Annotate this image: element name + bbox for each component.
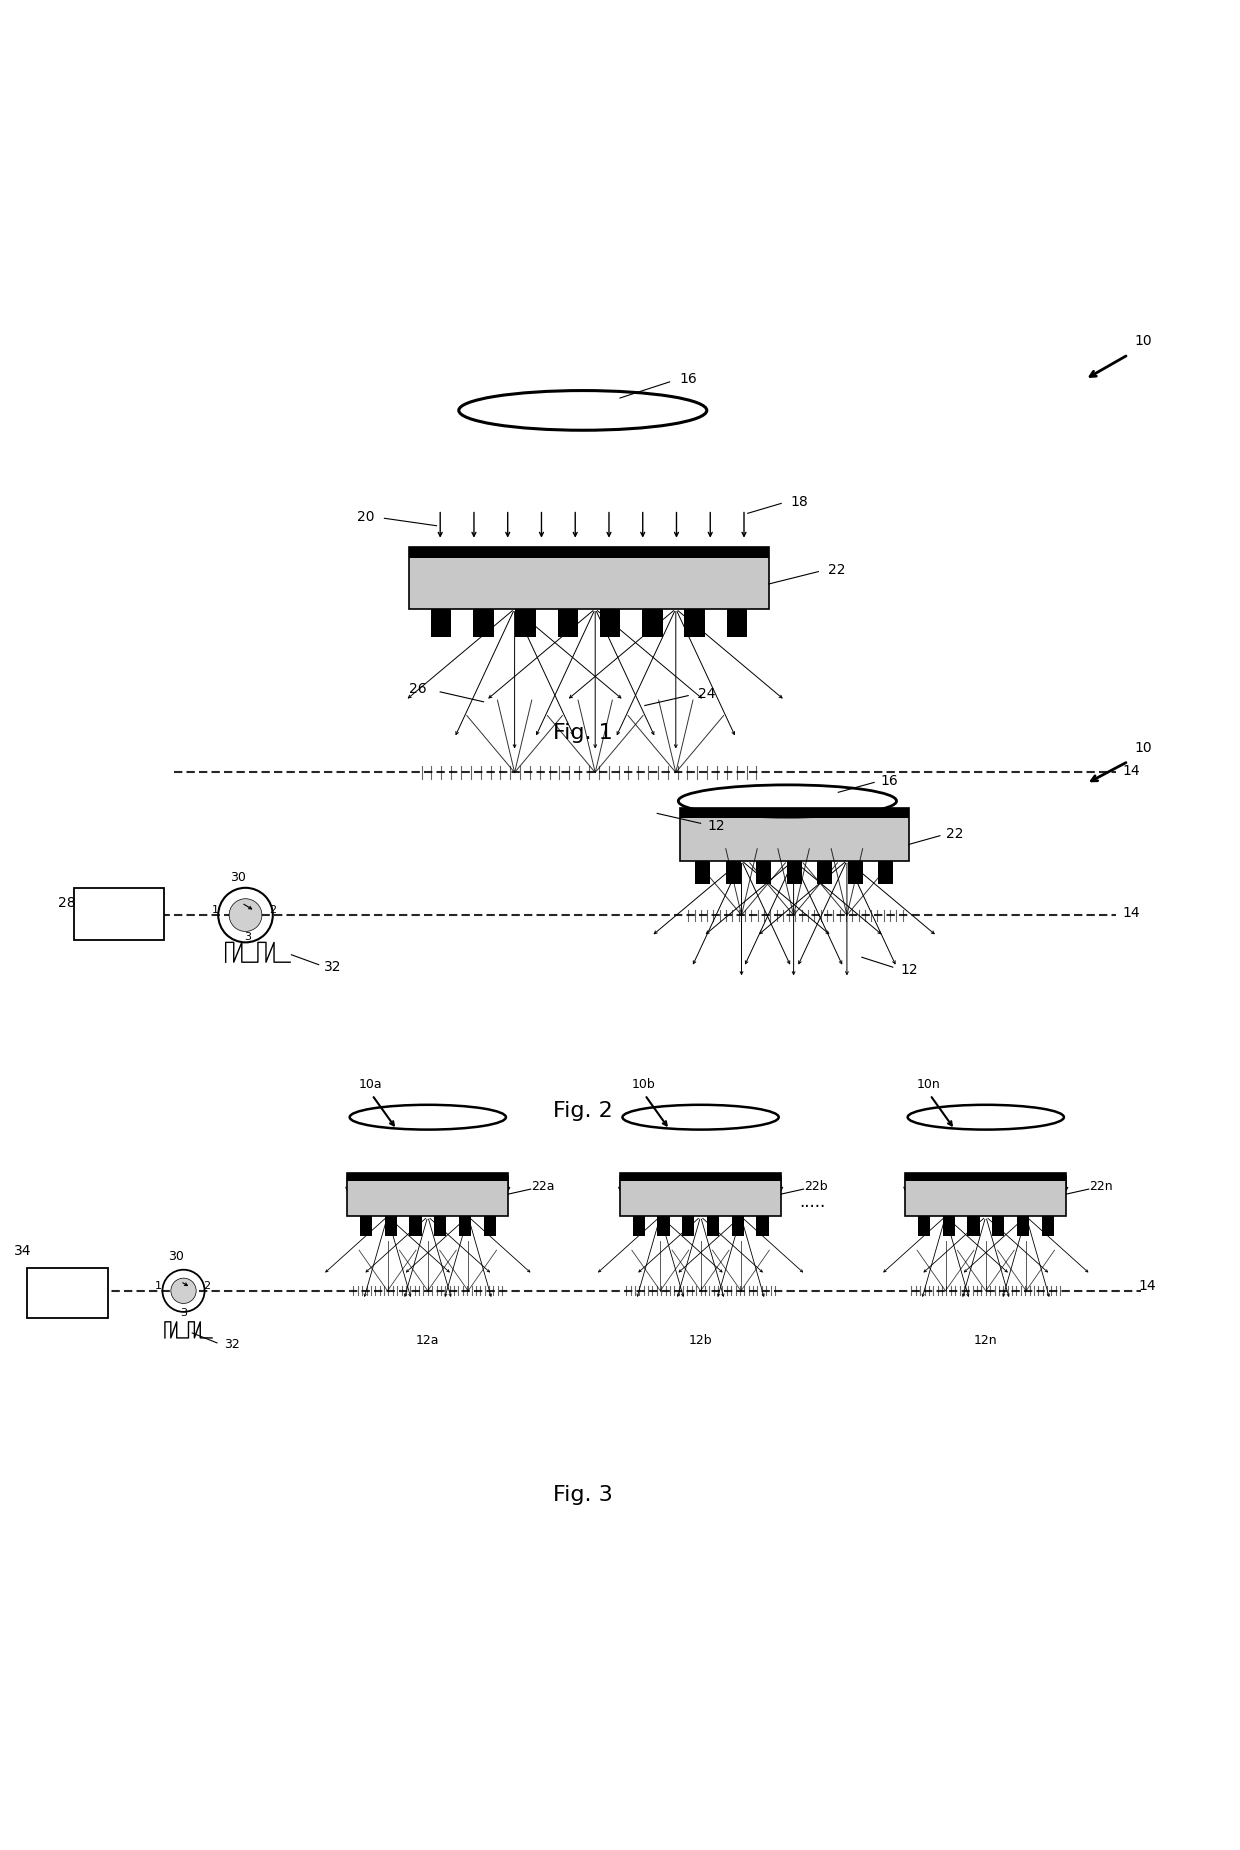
Text: 22a: 22a xyxy=(532,1180,554,1193)
Bar xyxy=(409,551,769,559)
Bar xyxy=(642,609,662,636)
Bar xyxy=(786,860,802,884)
Bar xyxy=(1042,1217,1054,1236)
Text: 12: 12 xyxy=(708,820,725,832)
Text: 10: 10 xyxy=(1135,742,1152,755)
Bar xyxy=(347,1173,508,1178)
Bar xyxy=(942,1217,955,1236)
Bar xyxy=(756,860,771,884)
Bar xyxy=(347,1177,508,1180)
Text: Fig. 1: Fig. 1 xyxy=(553,723,613,744)
Text: 10n: 10n xyxy=(916,1079,941,1092)
Text: 12n: 12n xyxy=(973,1334,998,1347)
Text: 16: 16 xyxy=(880,773,898,788)
Bar xyxy=(620,1177,781,1180)
Bar xyxy=(347,1173,508,1217)
Bar xyxy=(600,609,620,636)
Text: 22n: 22n xyxy=(1089,1180,1114,1193)
Bar xyxy=(27,1269,108,1317)
Bar xyxy=(707,1217,719,1236)
Bar xyxy=(384,1217,397,1236)
Text: 1: 1 xyxy=(212,905,219,916)
Bar xyxy=(848,860,863,884)
Bar xyxy=(905,1173,1066,1217)
Bar xyxy=(992,1217,1004,1236)
Text: 2: 2 xyxy=(269,905,277,916)
Bar xyxy=(409,1217,422,1236)
Bar xyxy=(918,1217,930,1236)
Bar xyxy=(732,1217,744,1236)
Text: Fig. 3: Fig. 3 xyxy=(553,1486,613,1506)
Text: 10a: 10a xyxy=(358,1079,383,1092)
Bar xyxy=(682,1217,694,1236)
Text: 12a: 12a xyxy=(417,1334,439,1347)
Text: 10: 10 xyxy=(1135,335,1152,348)
Bar xyxy=(1017,1217,1029,1236)
Text: 12: 12 xyxy=(900,962,918,977)
Text: 2: 2 xyxy=(203,1280,211,1291)
Text: 16: 16 xyxy=(680,372,697,387)
Text: 30: 30 xyxy=(169,1249,184,1262)
Text: 22: 22 xyxy=(828,564,846,577)
Bar xyxy=(756,1217,769,1236)
Circle shape xyxy=(229,899,262,931)
Bar xyxy=(474,609,494,636)
Bar xyxy=(360,1217,372,1236)
Text: .....: ..... xyxy=(799,1193,826,1210)
Text: 12b: 12b xyxy=(688,1334,713,1347)
Bar xyxy=(725,860,740,884)
Text: 32: 32 xyxy=(224,1338,239,1350)
Bar xyxy=(657,1217,670,1236)
Text: 22: 22 xyxy=(946,827,963,842)
Bar xyxy=(459,1217,471,1236)
Bar xyxy=(409,548,769,609)
Bar xyxy=(684,609,704,636)
Bar xyxy=(632,1217,645,1236)
Bar xyxy=(620,1173,781,1178)
Bar xyxy=(432,609,451,636)
Bar xyxy=(967,1217,980,1236)
Text: 14: 14 xyxy=(1138,1278,1156,1293)
Bar xyxy=(727,609,746,636)
Text: 30: 30 xyxy=(231,871,246,884)
Bar xyxy=(696,860,711,884)
Bar xyxy=(558,609,578,636)
Bar xyxy=(817,860,832,884)
Text: 34: 34 xyxy=(14,1243,31,1258)
Text: 10b: 10b xyxy=(631,1079,656,1092)
Text: 20: 20 xyxy=(357,511,374,524)
Text: 24: 24 xyxy=(698,688,715,701)
Text: 3: 3 xyxy=(180,1308,187,1317)
Bar xyxy=(74,888,164,940)
Text: 28: 28 xyxy=(58,895,76,910)
Bar xyxy=(516,609,536,636)
Text: 26: 26 xyxy=(409,683,427,696)
Bar xyxy=(620,1173,781,1217)
Bar xyxy=(484,1217,496,1236)
Bar xyxy=(680,808,909,814)
Text: 22b: 22b xyxy=(804,1180,828,1193)
Bar xyxy=(905,1173,1066,1178)
Bar xyxy=(409,548,769,553)
Bar xyxy=(434,1217,446,1236)
Text: 1: 1 xyxy=(155,1280,162,1291)
Text: 32: 32 xyxy=(324,960,341,975)
Bar xyxy=(905,1177,1066,1180)
Text: 14: 14 xyxy=(1122,764,1140,779)
Text: Fig. 2: Fig. 2 xyxy=(553,1101,613,1121)
Text: 14: 14 xyxy=(1122,906,1140,919)
Bar xyxy=(878,860,893,884)
Text: 18: 18 xyxy=(791,496,808,509)
Bar xyxy=(680,812,909,818)
Circle shape xyxy=(171,1278,196,1304)
Text: 3: 3 xyxy=(244,932,252,942)
Bar xyxy=(680,808,909,860)
